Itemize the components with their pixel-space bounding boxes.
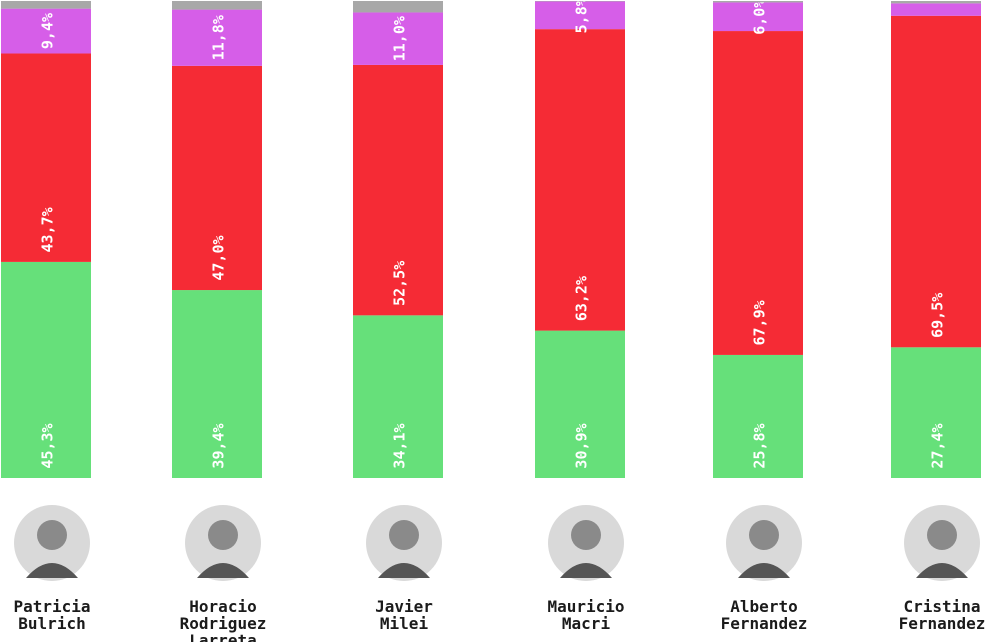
value-label: 63,2% [573, 276, 591, 321]
portrait-head [37, 520, 67, 550]
bar-segment [353, 1, 443, 12]
value-label: 25,8% [751, 423, 769, 468]
value-label: 43,7% [39, 207, 57, 252]
value-label: 6,0% [751, 0, 769, 35]
bar-segment [891, 1, 981, 3]
category-line: Fernandez [899, 614, 986, 633]
value-label: 69,5% [929, 293, 947, 338]
value-label: 39,4% [210, 423, 228, 468]
portrait-head [389, 520, 419, 550]
portrait-head [571, 520, 601, 550]
value-label: 45,3% [39, 423, 57, 468]
portrait-head [749, 520, 779, 550]
bar-segment [891, 3, 981, 15]
value-label: 52,5% [391, 261, 409, 306]
bar-segment [713, 1, 803, 2]
bar-segment [172, 1, 262, 10]
value-label: 27,4% [929, 423, 947, 468]
value-label: 30,9% [573, 423, 591, 468]
category-line: Larreta [189, 631, 256, 642]
category-line: Milei [380, 614, 429, 633]
value-label: 11,8% [210, 15, 228, 60]
portrait-head [208, 520, 238, 550]
value-label: 9,4% [39, 13, 57, 49]
chart: 45,3% 43,7% 9,4% 39,4% 47,0% 11,8% 34,1% 52,5% 1… [0, 0, 1001, 642]
value-label: 67,9% [751, 300, 769, 345]
value-label: 47,0% [210, 235, 228, 280]
portraits [14, 505, 980, 581]
category-line: Macri [562, 614, 611, 633]
category-line: Bulrich [18, 614, 85, 633]
value-label: 34,1% [391, 423, 409, 468]
value-label: 11,0% [391, 16, 409, 61]
value-label: 5,8% [573, 0, 591, 33]
category-line: Fernandez [721, 614, 808, 633]
portrait-head [927, 520, 957, 550]
bar-segment [1, 1, 91, 9]
bars: 45,3% 43,7% 9,4% 39,4% 47,0% 11,8% 34,1% 52,5% 1… [1, 0, 981, 478]
